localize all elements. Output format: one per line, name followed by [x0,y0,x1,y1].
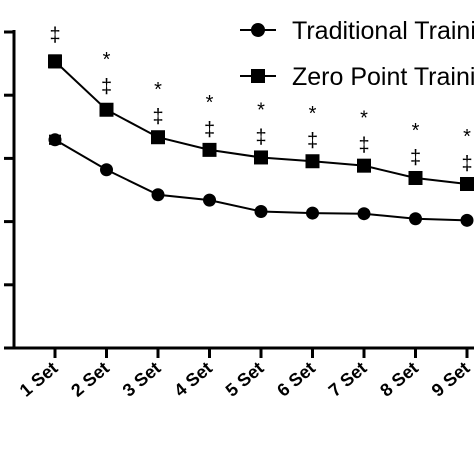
legend-label-traditional: Traditional Training [292,17,474,45]
significance-marker: * [463,126,471,148]
chart-legend: Traditional Training Zero Point Training [240,17,474,91]
x-tick-label: 5 Set [222,358,268,401]
significance-marker: ‡ [410,147,421,169]
x-tick-label: 1 Set [16,358,62,401]
data-point-circle [100,163,113,177]
significance-marker: * [206,92,214,114]
significance-marker: ‡ [49,24,60,46]
legend-marker-traditional [251,23,265,37]
significance-marker: * [103,49,111,71]
significance-marker: * [309,103,317,125]
data-point-square [254,150,268,165]
x-tick-label: 2 Set [67,358,113,401]
x-tick-label: 6 Set [273,358,319,401]
x-tick-label: 8 Set [376,358,422,401]
data-point-circle [254,204,268,218]
data-point-circle [151,188,165,202]
data-point-square [48,54,62,69]
x-tick-label: 3 Set [119,358,165,401]
data-point-square [408,170,423,185]
x-tick-label: 9 Set [428,358,474,401]
x-tick-label: 7 Set [325,358,371,401]
significance-marker: ‡ [358,135,369,157]
significance-marker: ‡ [204,119,215,141]
data-point-circle [357,207,371,221]
data-point-circle [306,206,319,220]
data-point-circle [203,193,216,207]
significance-marker: ‡ [101,76,112,98]
data-point-square [357,158,371,173]
data-point-square [305,154,320,169]
legend-marker-zero-point [251,69,265,83]
significance-marker: ‡ [461,153,472,175]
significance-annotations: ‡ ‡ * ‡ * ‡ * ‡ * ‡ * ‡ * ‡ * ‡ * [49,24,472,175]
x-tick-label: 4 Set [170,358,216,401]
data-point-square [99,102,114,117]
chart-series [48,54,474,227]
data-point-circle [460,213,474,227]
significance-marker: * [360,108,368,130]
data-point-circle [48,133,62,147]
data-point-square [151,130,165,145]
legend-label-zero-point: Zero Point Training [292,63,474,91]
significance-marker: ‡ [307,130,318,152]
significance-marker: * [154,79,162,101]
data-point-square [460,176,474,191]
significance-marker: ‡ [255,126,266,148]
data-point-circle [409,212,422,226]
significance-marker: ‡ [152,106,163,128]
significance-marker: * [412,120,420,142]
significance-marker: * [257,99,265,121]
data-point-square [202,142,217,157]
